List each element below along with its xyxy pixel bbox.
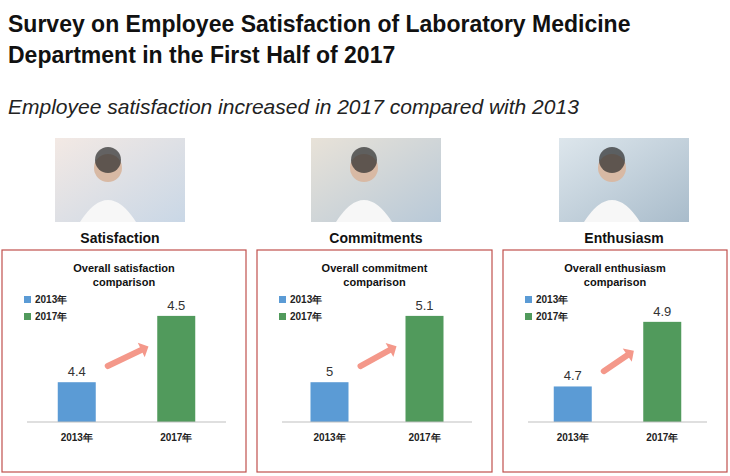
data-label: 4.5 [167,298,185,313]
arrow-head [386,343,397,357]
photo-frame [559,138,689,222]
legend: 2013年 2017年 [279,294,322,322]
axis-line [282,422,472,423]
legend-swatch [525,296,532,303]
panel-frame [2,250,246,472]
chart: Overall satisfaction comparison 2013年 2017年… [24,262,226,443]
panel-head: Enthusiasm [584,230,663,246]
trend-arrow [361,343,397,366]
chart-title: Overall commitment comparison [322,262,428,288]
legend-label: 2017年 [536,311,568,322]
chart: Overall commitment comparison 2013年 2017年 5 5… [279,262,472,443]
legend-swatch [24,313,31,320]
text-line: comparison [93,276,156,288]
data-label: 4.4 [68,364,86,379]
photo-frame [55,138,185,222]
chart: Overall enthusiasm comparison 2013年 2017年 4.… [525,262,707,443]
x-tick-label: 2017年 [160,432,192,443]
text-line: Department in the First Half of 2017 [8,42,395,68]
arrow-shaft [108,350,142,366]
legend-swatch [24,296,31,303]
photo-figure [95,147,121,173]
data-label: 4.7 [564,368,582,383]
photo-figure [599,147,625,173]
trend-arrow [604,349,634,372]
bar [58,382,96,422]
slide: Survey on Employee Satisfaction of Labor… [0,0,730,476]
arrow-head [138,343,149,357]
photo-frame [311,138,441,222]
bars [311,316,444,422]
photo [559,138,689,222]
bar [554,386,592,422]
legend-swatch [279,296,286,303]
legend-label: 2017年 [290,311,322,322]
x-tick-label: 2013年 [557,432,589,443]
bar [643,322,681,422]
photo [55,138,185,222]
arrow-head [623,349,634,362]
legend-label: 2013年 [35,294,67,305]
photo-figure [351,147,377,173]
text-line: Survey on Employee Satisfaction of Labor… [8,11,630,37]
text-line: Overall enthusiasm [564,262,666,274]
x-tick-label: 2013年 [61,432,93,443]
axis-line [27,422,226,423]
text-line: comparison [584,276,647,288]
bar [311,382,349,422]
photo-figure [80,200,136,222]
bars [58,316,196,422]
panel-frame [257,250,492,472]
x-tick-label: 2013年 [313,432,345,443]
axis-line [528,422,707,423]
legend-swatch [525,313,532,320]
data-label: 5.1 [415,298,433,313]
text-line: comparison [343,276,406,288]
legend-label: 2013年 [290,294,322,305]
slide-subtitle: Employee satisfaction increased in 2017 … [8,95,579,118]
panel-head: Commitments [329,230,423,246]
bar [157,316,195,422]
panel-frame [503,250,727,472]
text-line: Overall commitment [322,262,428,274]
slide-title: Survey on Employee Satisfaction of Labor… [8,11,630,68]
chart-title: Overall enthusiasm comparison [564,262,666,288]
data-label: 4.9 [653,304,671,319]
trend-arrow [108,343,149,366]
x-tick-label: 2017年 [408,432,440,443]
bar [406,316,444,422]
arrow-shaft [604,355,628,371]
legend: 2013年 2017年 [525,294,568,322]
chart-title: Overall satisfaction comparison [73,262,175,288]
photo [311,138,441,222]
data-label: 5 [326,364,333,379]
legend-swatch [279,313,286,320]
photo-figure [336,200,392,222]
text-line: Overall satisfaction [73,262,175,274]
arrow-shaft [361,350,390,366]
x-tick-label: 2017年 [646,432,678,443]
legend: 2013年 2017年 [24,294,67,322]
legend-label: 2013年 [536,294,568,305]
bars [554,322,682,422]
panel-head: Satisfaction [80,230,159,246]
photo-figure [584,200,640,222]
legend-label: 2017年 [35,311,67,322]
